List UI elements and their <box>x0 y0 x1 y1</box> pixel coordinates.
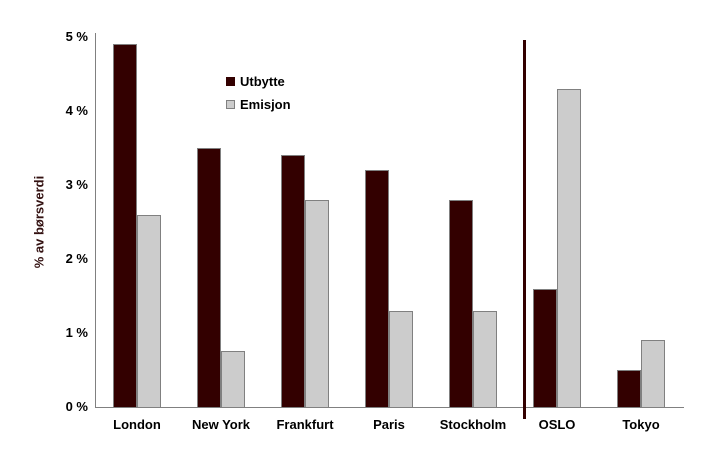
x-label-london: London <box>113 417 161 432</box>
y-tick-label-4: 4 % <box>65 103 88 118</box>
bar-emisjon-frankfurt <box>305 200 329 407</box>
legend-item-emisjon: Emisjon <box>226 93 291 116</box>
bar-utbytte-new-york <box>197 148 221 407</box>
oslo-separator-line <box>523 40 526 419</box>
bar-utbytte-tokyo <box>617 370 641 407</box>
bar-emisjon-stockholm <box>473 311 497 407</box>
bar-emisjon-paris <box>389 311 413 407</box>
y-axis-line <box>95 33 96 407</box>
bar-emisjon-london <box>137 215 161 407</box>
x-label-frankfurt: Frankfurt <box>276 417 334 432</box>
legend-swatch-emisjon-icon <box>226 100 235 109</box>
x-label-oslo: OSLO <box>538 417 576 432</box>
legend: Utbytte Emisjon <box>226 70 291 116</box>
bar-utbytte-frankfurt <box>281 155 305 407</box>
legend-item-utbytte: Utbytte <box>226 70 291 93</box>
y-tick-label-2: 2 % <box>65 251 88 266</box>
bar-utbytte-stockholm <box>449 200 473 407</box>
bar-utbytte-oslo <box>533 289 557 407</box>
bar-emisjon-oslo <box>557 89 581 407</box>
y-tick-label-1: 1 % <box>65 325 88 340</box>
bar-emisjon-new-york <box>221 351 245 407</box>
bar-emisjon-tokyo <box>641 340 665 407</box>
x-label-paris: Paris <box>373 417 405 432</box>
bar-utbytte-paris <box>365 170 389 407</box>
y-tick-label-3: 3 % <box>65 177 88 192</box>
x-axis-line <box>95 407 684 408</box>
y-tick-label-5: 5 % <box>65 29 88 44</box>
bar-utbytte-london <box>113 44 137 407</box>
x-label-tokyo: Tokyo <box>622 417 660 432</box>
x-label-stockholm: Stockholm <box>439 417 507 432</box>
legend-label-emisjon: Emisjon <box>240 97 291 112</box>
y-tick-label-0: 0 % <box>65 399 88 414</box>
x-label-new-york: New York <box>191 417 251 432</box>
legend-label-utbytte: Utbytte <box>240 74 285 89</box>
legend-swatch-utbytte-icon <box>226 77 235 86</box>
